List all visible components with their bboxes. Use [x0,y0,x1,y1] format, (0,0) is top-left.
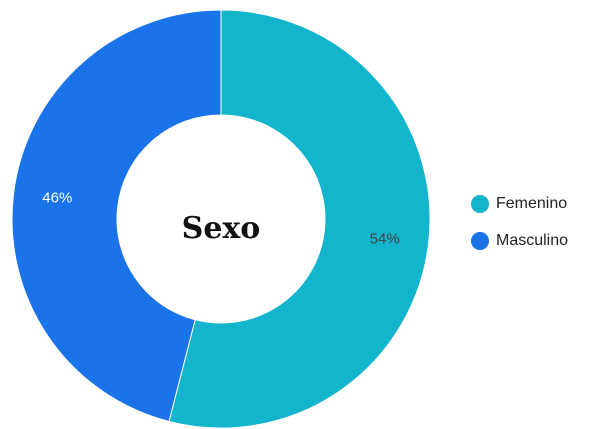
chart-title: Sexo [182,211,261,246]
data-label: 46% [42,189,72,206]
legend-label: Femenino [496,195,567,212]
donut-slice [11,9,222,423]
legend-swatch [471,195,489,213]
data-label: 54% [370,231,400,248]
legend-swatch [471,232,489,250]
donut-slice [168,9,431,429]
legend-label: Masculino [496,232,568,249]
